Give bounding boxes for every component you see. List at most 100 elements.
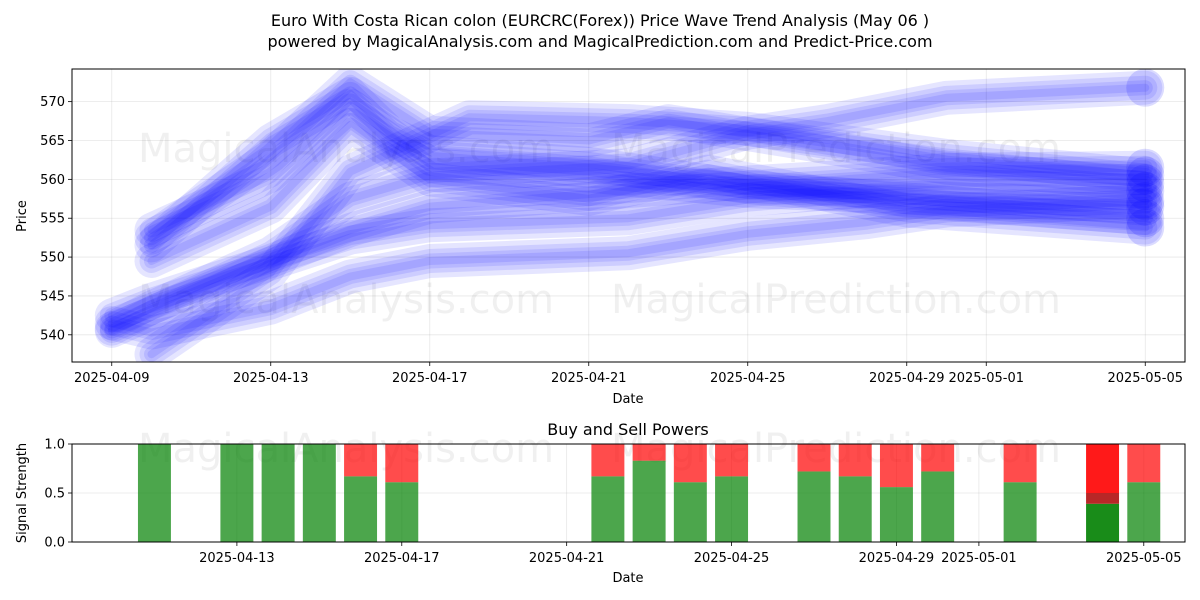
signal-plot-area: [72, 444, 1185, 542]
buy-power-bar: [673, 482, 707, 542]
chart-title: Euro With Costa Rican colon (EURCRC(Fore…: [271, 11, 929, 30]
signal-chart: Buy and Sell Powers MagicalAnalysis.com …: [15, 420, 1186, 586]
buy-power-bar: [1086, 503, 1120, 542]
buy-power-bar: [879, 487, 913, 542]
price-wave-band: [147, 101, 1150, 234]
price-wave-3: [94, 148, 1165, 333]
sell-power-bar: [632, 444, 666, 461]
sell-power-bar-lower: [1086, 493, 1120, 504]
buy-power-bar: [344, 476, 378, 542]
sell-power-bar: [838, 444, 872, 477]
price-wave-band: [99, 189, 1158, 345]
price-wave-band: [139, 81, 1158, 258]
price-wave-band: [94, 168, 1163, 348]
price-wave-endpoint: [1126, 182, 1165, 221]
watermark-analysis-top: MagicalAnalysis.com: [138, 126, 554, 172]
signal-bars: [137, 444, 1161, 542]
price-plot-area: [72, 69, 1185, 362]
buy-power-bar: [261, 444, 295, 542]
price-wave-band: [139, 70, 1158, 250]
sell-power-bar: [591, 444, 625, 477]
price-chart: MagicalAnalysis.com MagicalPrediction.co…: [15, 68, 1186, 407]
price-y-tick-label: 565: [40, 134, 65, 149]
signal-y-tick-label: 1.0: [44, 438, 65, 453]
signal-chart-title: Buy and Sell Powers: [547, 420, 709, 439]
price-x-ticks: 2025-04-09 2025-04-13 2025-04-17 2025-04-21…: [74, 362, 1183, 386]
buy-power-bar: [302, 444, 336, 542]
buy-power-bar: [838, 476, 872, 542]
signal-y-tick-label: 0.5: [44, 487, 65, 502]
price-wave-band: [104, 193, 1153, 340]
watermark-prediction-top: MagicalPrediction.com: [611, 126, 1061, 172]
buy-power-bar: [137, 444, 171, 542]
signal-x-tick-label: 2025-04-17: [364, 551, 440, 566]
price-wave-band: [107, 197, 1150, 337]
signal-y-ticks: 0.0 0.5 1.0: [44, 438, 72, 551]
signal-x-ticks: 2025-04-13 2025-04-17 2025-04-21 2025-04-25…: [199, 542, 1182, 566]
price-wave-band: [94, 150, 1163, 333]
price-wave-1: [94, 168, 1165, 348]
price-wave-6: [134, 69, 1165, 255]
price-wave-endpoint: [1126, 208, 1165, 247]
price-wave-band: [99, 75, 1158, 341]
signal-x-tick-label: 2025-04-25: [694, 551, 770, 566]
price-wave-band: [107, 163, 1150, 320]
watermark-analysis-mid: MagicalAnalysis.com: [138, 277, 554, 323]
signal-x-tick-label: 2025-04-29: [859, 551, 935, 566]
signal-x-tick-label: 2025-05-01: [941, 551, 1017, 566]
price-x-tick-label: 2025-05-05: [1107, 371, 1183, 386]
price-wave-band: [147, 113, 1150, 359]
price-x-axis-label: Date: [612, 392, 643, 407]
price-wave-8: [134, 108, 1165, 278]
price-wave-band: [144, 109, 1153, 362]
price-wave-band: [144, 98, 1153, 238]
price-y-tick-label: 555: [40, 212, 65, 227]
price-y-tick-label: 545: [40, 289, 65, 304]
price-wave-series: [94, 69, 1165, 362]
price-wave-endpoint: [1126, 187, 1165, 226]
price-wave-band: [134, 100, 1163, 362]
price-wave-endpoint: [1126, 172, 1165, 211]
price-wave-endpoint: [1126, 148, 1165, 187]
price-wave-band: [94, 70, 1163, 346]
chart-subtitle: powered by MagicalAnalysis.com and Magic…: [267, 32, 932, 51]
price-wave-band: [134, 108, 1163, 278]
price-gridlines: [72, 69, 1185, 362]
buy-power-bar: [632, 460, 666, 542]
sell-power-bar: [673, 444, 707, 483]
price-wave-band: [107, 83, 1150, 333]
price-wave-band: [139, 105, 1158, 362]
signal-x-tick-label: 2025-05-05: [1106, 551, 1182, 566]
price-wave-band: [99, 173, 1158, 343]
price-wave-band: [104, 160, 1153, 323]
signal-x-tick-label: 2025-04-21: [529, 551, 605, 566]
buy-power-bar: [715, 476, 749, 542]
price-wave-endpoint: [1126, 69, 1165, 107]
price-wave-band: [104, 80, 1153, 337]
price-wave-group: [94, 69, 1165, 362]
price-x-tick-label: 2025-05-01: [948, 371, 1024, 386]
buy-power-bar: [591, 476, 625, 542]
signal-y-tick-label: 0.0: [44, 536, 65, 551]
signal-x-tick-label: 2025-04-13: [199, 551, 275, 566]
watermark-prediction-mid: MagicalPrediction.com: [611, 277, 1061, 323]
price-y-tick-label: 560: [40, 173, 65, 188]
signal-y-axis-label: Signal Strength: [15, 443, 30, 543]
price-y-axis-label: Price: [15, 200, 30, 232]
buy-power-bar: [385, 482, 419, 542]
sell-power-bar: [715, 444, 749, 477]
buy-power-bar: [220, 444, 254, 542]
price-wave-7: [134, 88, 1165, 247]
price-x-tick-label: 2025-04-21: [551, 371, 627, 386]
buy-power-bar: [1127, 482, 1161, 542]
price-y-ticks: 540 545 550 555 560 565 570: [40, 95, 72, 343]
price-x-tick-label: 2025-04-17: [392, 371, 468, 386]
price-wave-band: [134, 69, 1163, 255]
price-wave-band: [144, 74, 1153, 246]
price-x-tick-label: 2025-04-29: [869, 371, 945, 386]
price-axes-frame: [71, 68, 1186, 363]
sell-power-bar: [797, 444, 831, 472]
price-y-tick-label: 550: [40, 251, 65, 266]
sell-power-bar: [1003, 444, 1037, 483]
price-x-tick-label: 2025-04-25: [710, 371, 786, 386]
